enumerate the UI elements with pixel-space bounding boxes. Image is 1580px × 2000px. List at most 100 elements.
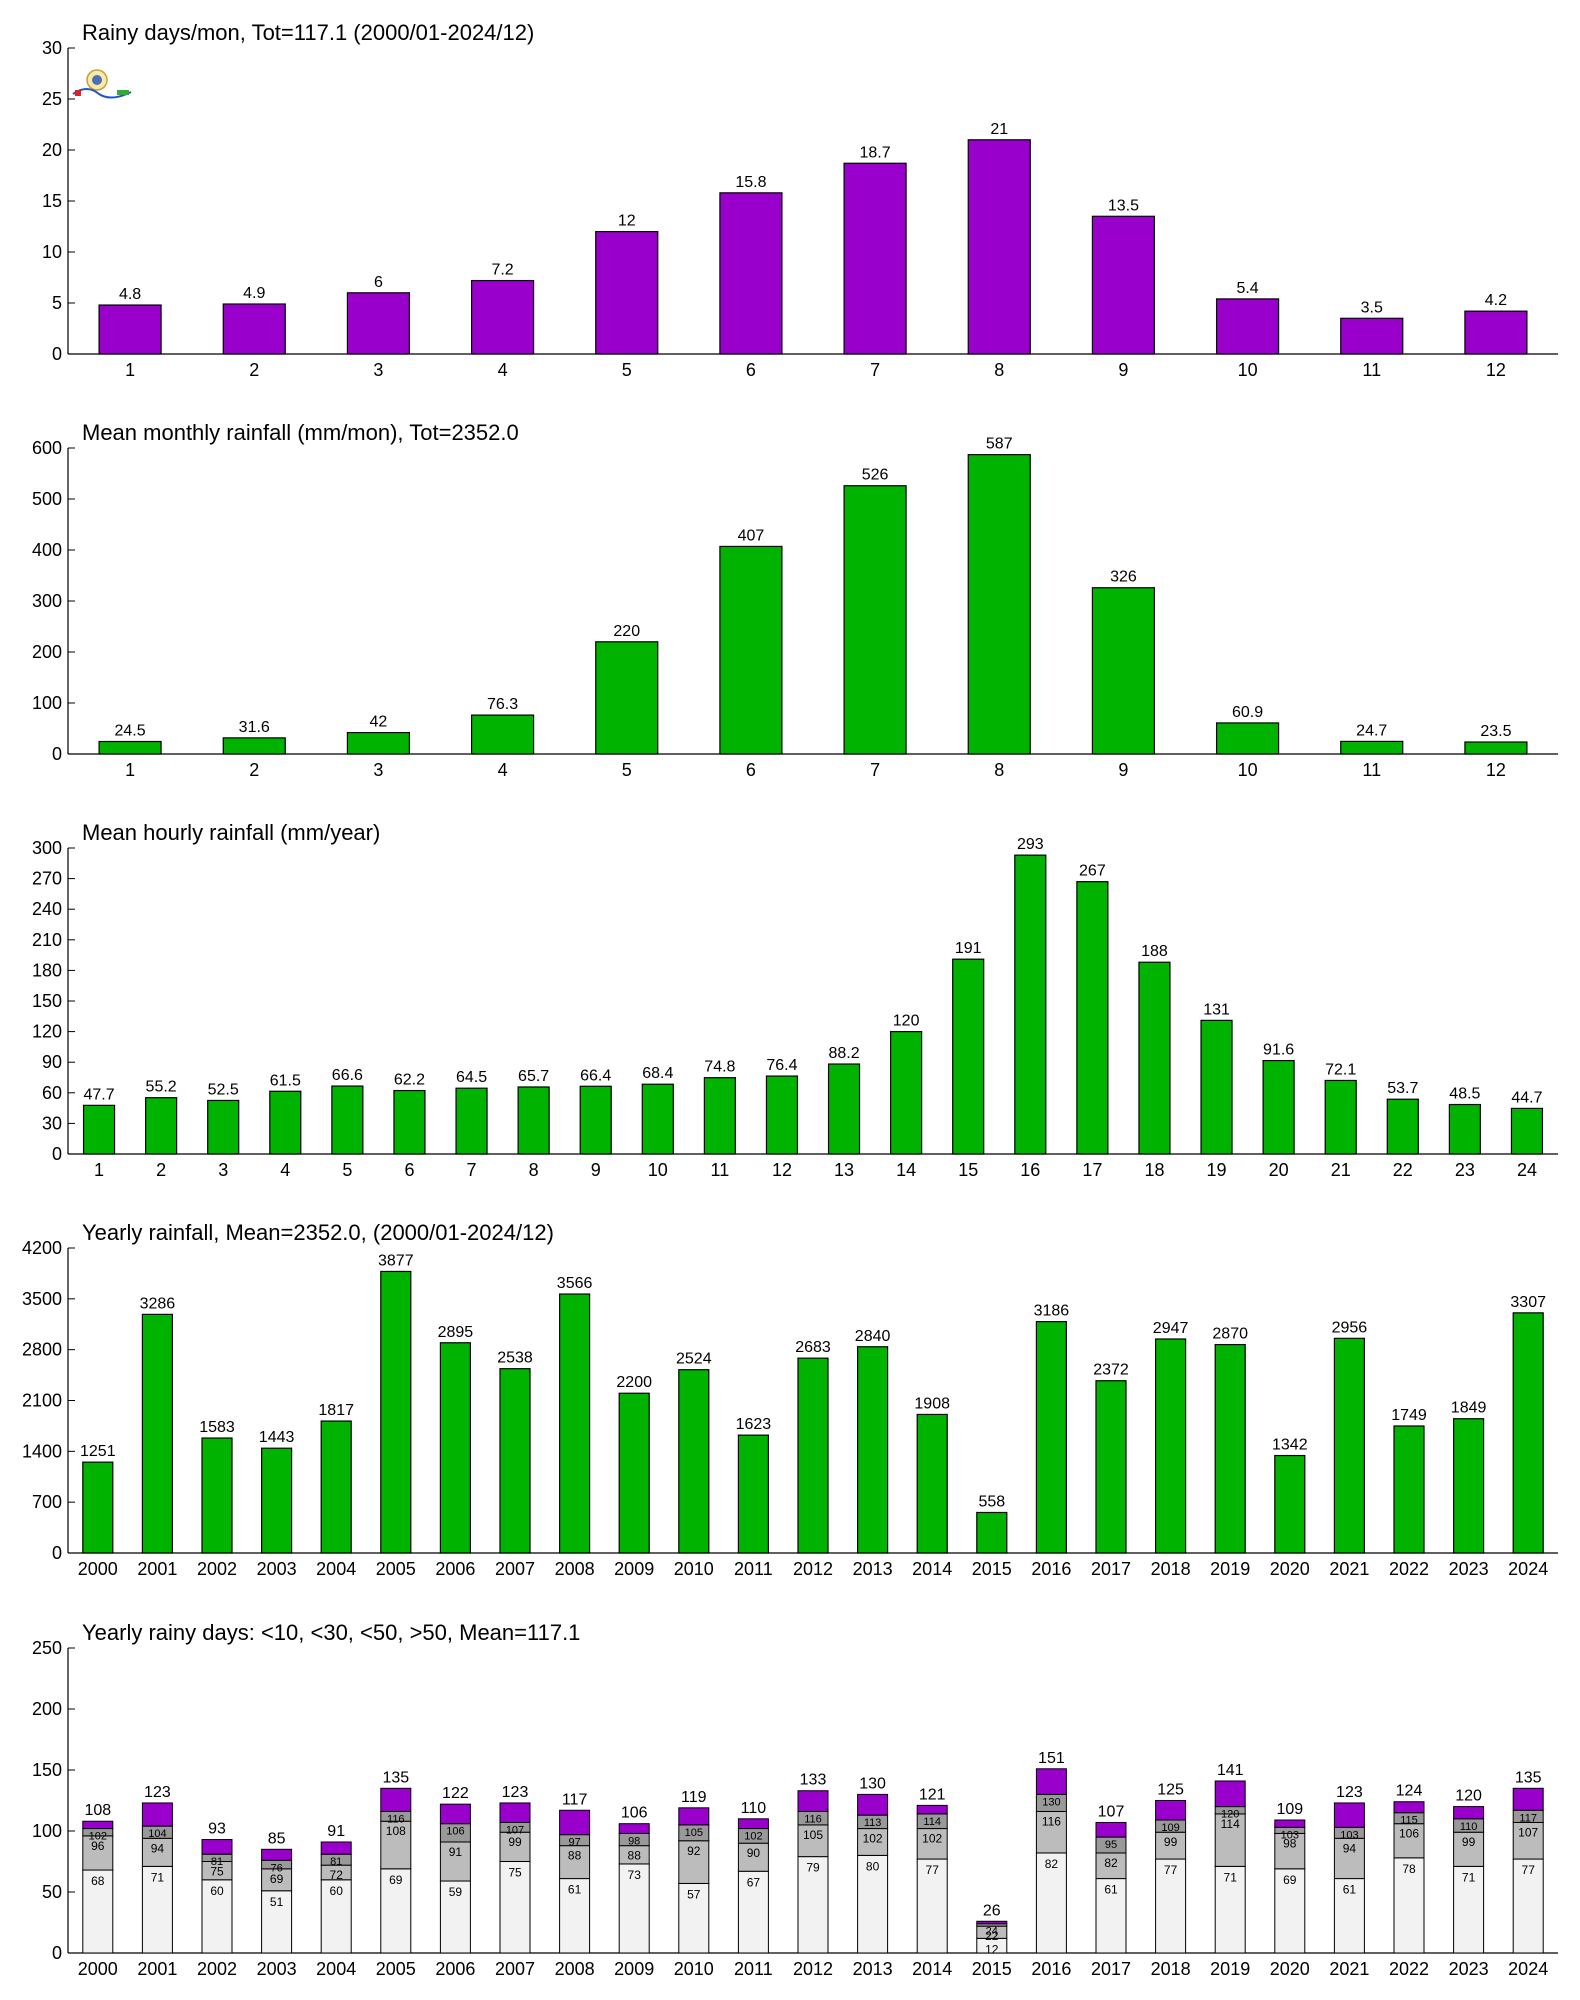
segment-label-lt10: 60	[210, 1884, 224, 1898]
x-tick-label: 2019	[1210, 1959, 1250, 1979]
bar	[595, 231, 659, 355]
bar	[1215, 722, 1280, 755]
total-label: 121	[919, 1786, 946, 1803]
data-label: 526	[862, 467, 889, 484]
x-tick-label: 12	[772, 1160, 792, 1180]
bar	[499, 1368, 531, 1554]
data-label: 2895	[438, 1324, 474, 1341]
data-label: 24.5	[115, 723, 146, 740]
data-label: 220	[613, 623, 640, 640]
data-label: 191	[955, 940, 982, 957]
segment-label-lt30: 69	[270, 1872, 284, 1886]
y-tick-label: 700	[32, 1492, 62, 1512]
segment-label-lt10: 61	[568, 1883, 582, 1897]
station-logo-icon	[72, 69, 132, 99]
x-tick-label: 2017	[1091, 1959, 1131, 1979]
bar	[320, 1420, 352, 1554]
data-label: 68.4	[642, 1065, 673, 1082]
x-tick-label: 2	[156, 1160, 166, 1180]
segment-gt50	[618, 1823, 650, 1834]
bar	[98, 304, 162, 355]
x-tick-label: 23	[1455, 1160, 1475, 1180]
segment-label-lt50: 97	[568, 1837, 580, 1849]
data-label: 66.4	[580, 1067, 611, 1084]
y-tick-label: 25	[42, 89, 62, 109]
segment-gt50	[1095, 1821, 1127, 1838]
x-tick-label: 10	[1238, 360, 1258, 380]
segment-lt30	[559, 1845, 591, 1880]
bar	[558, 1293, 591, 1554]
segment-lt10	[1333, 1878, 1365, 1954]
data-label: 61.5	[270, 1072, 301, 1089]
bar	[222, 737, 286, 755]
x-tick-label: 2022	[1389, 1559, 1429, 1579]
total-label: 141	[1217, 1762, 1244, 1779]
bar	[843, 162, 907, 355]
segment-lt30	[1214, 1813, 1246, 1867]
segment-label-lt50: 106	[446, 1826, 464, 1838]
x-tick-label: 2010	[674, 1959, 714, 1979]
x-tick-label: 6	[746, 760, 756, 780]
bar	[1200, 1019, 1233, 1155]
x-tick-label: 14	[896, 1160, 916, 1180]
bar	[737, 1434, 770, 1554]
segment-label-lt30: 102	[922, 1832, 942, 1846]
y-tick-label: 10	[42, 242, 62, 262]
data-label: 65.7	[518, 1068, 549, 1085]
bar	[1464, 310, 1528, 355]
total-label: 123	[144, 1784, 171, 1801]
x-tick-label: 10	[1238, 760, 1258, 780]
data-label: 74.8	[704, 1059, 735, 1076]
segment-label-lt30: 92	[687, 1844, 701, 1858]
x-tick-label: 2014	[912, 1959, 952, 1979]
data-label: 2524	[676, 1351, 712, 1368]
segment-label-lt30: 106	[1399, 1827, 1419, 1841]
data-label: 44.7	[1511, 1089, 1542, 1106]
x-tick-label: 2	[249, 360, 259, 380]
y-tick-label: 2800	[22, 1340, 62, 1360]
bar	[1215, 298, 1280, 355]
data-label: 4.8	[119, 286, 141, 303]
total-label: 109	[1276, 1801, 1303, 1818]
bar	[1510, 1107, 1544, 1155]
segment-lt10	[678, 1882, 710, 1954]
segment-gt50	[1214, 1780, 1246, 1808]
segment-gt50	[1453, 1806, 1485, 1820]
data-label: 2956	[1332, 1319, 1368, 1336]
total-label: 26	[983, 1902, 1001, 1919]
data-label: 64.5	[456, 1069, 487, 1086]
segment-label-lt30: 96	[91, 1839, 105, 1853]
data-label: 2947	[1153, 1320, 1189, 1337]
segment-lt10	[1453, 1865, 1485, 1954]
y-tick-label: 250	[32, 1638, 62, 1658]
x-tick-label: 5	[622, 360, 632, 380]
segment-lt30	[678, 1840, 710, 1884]
bar	[346, 731, 411, 755]
x-tick-label: 8	[994, 360, 1004, 380]
data-label: 76.4	[766, 1057, 797, 1074]
data-label: 1849	[1451, 1400, 1487, 1417]
y-tick-label: 20	[42, 140, 62, 160]
y-tick-label: 150	[32, 991, 62, 1011]
segment-lt10	[380, 1868, 412, 1954]
mean-monthly-rainfall-panel: Mean monthly rainfall (mm/mon), Tot=2352…	[32, 420, 1558, 780]
segment-label-lt50: 81	[211, 1856, 223, 1868]
x-tick-label: 2000	[78, 1959, 118, 1979]
data-label: 407	[738, 527, 765, 544]
x-tick-label: 2004	[316, 1959, 356, 1979]
segment-label-lt10: 67	[747, 1875, 761, 1889]
data-label: 3186	[1034, 1303, 1070, 1320]
bar	[618, 1392, 650, 1554]
total-label: 123	[1336, 1784, 1363, 1801]
segment-lt10	[916, 1858, 948, 1954]
segment-gt50	[1333, 1802, 1365, 1828]
x-tick-label: 2007	[495, 1959, 535, 1979]
data-label: 12	[618, 213, 636, 230]
segment-label-lt10: 61	[1343, 1883, 1357, 1897]
x-tick-label: 2024	[1508, 1559, 1548, 1579]
bar	[1448, 1103, 1481, 1155]
bar	[201, 1437, 233, 1554]
data-label: 3566	[557, 1275, 593, 1292]
y-tick-label: 15	[42, 191, 62, 211]
data-label: 42	[370, 714, 388, 731]
